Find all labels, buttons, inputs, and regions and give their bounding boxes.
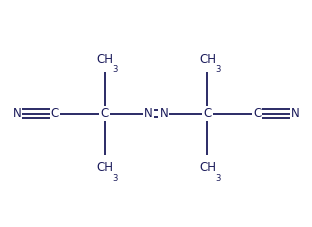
Text: N: N: [290, 107, 299, 120]
Text: C: C: [100, 107, 109, 120]
Text: CH: CH: [96, 161, 113, 175]
Text: 3: 3: [112, 65, 118, 74]
Text: C: C: [51, 107, 59, 120]
Text: C: C: [203, 107, 212, 120]
Text: 3: 3: [215, 65, 221, 74]
Text: CH: CH: [199, 52, 216, 66]
Text: 3: 3: [112, 174, 118, 183]
Text: 3: 3: [215, 174, 221, 183]
Text: C: C: [253, 107, 261, 120]
Text: CH: CH: [199, 161, 216, 175]
Text: N: N: [144, 107, 153, 120]
Text: N: N: [159, 107, 168, 120]
Text: N: N: [13, 107, 22, 120]
Text: CH: CH: [96, 52, 113, 66]
